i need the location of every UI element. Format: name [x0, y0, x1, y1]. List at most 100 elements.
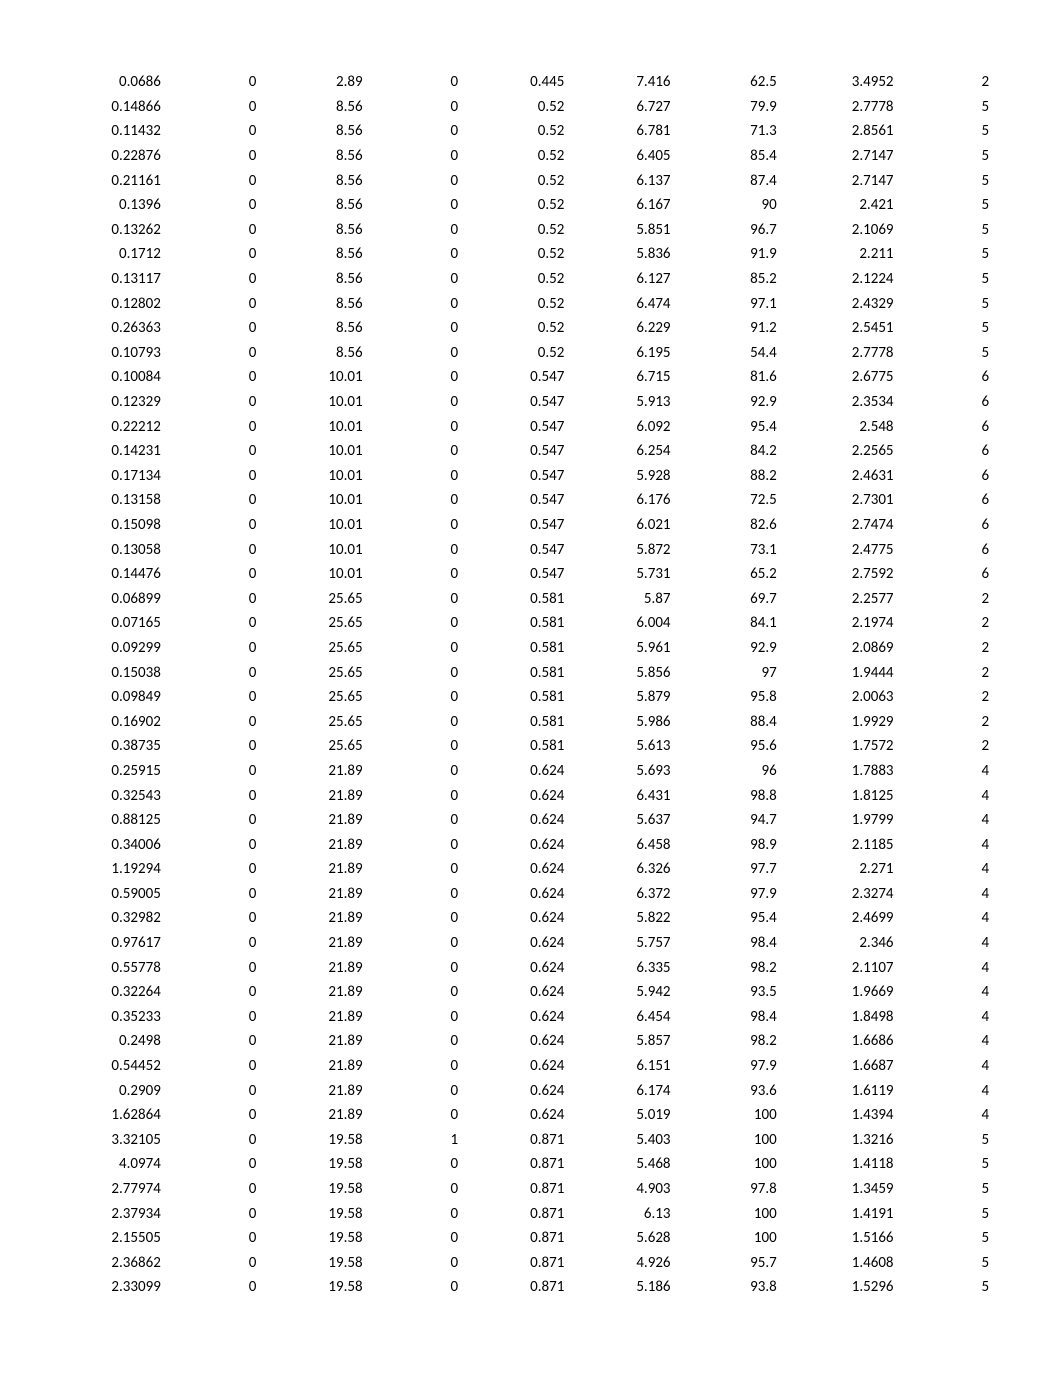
table-cell: 0.55778: [50, 955, 167, 980]
table-cell: 188: [995, 685, 1062, 710]
table-cell: 98.2: [677, 955, 783, 980]
table-cell: 0: [167, 316, 263, 341]
table-cell: 4: [900, 882, 996, 907]
table-cell: 0: [167, 980, 263, 1005]
table-cell: 0: [167, 291, 263, 316]
table-cell: 0.547: [464, 414, 570, 439]
table-cell: 92.9: [677, 636, 783, 661]
table-cell: 97.1: [677, 291, 783, 316]
table-cell: 0.871: [464, 1177, 570, 1202]
table-cell: 384: [995, 242, 1062, 267]
table-cell: 0: [167, 414, 263, 439]
table-cell: 21.89: [262, 980, 368, 1005]
table-cell: 0.871: [464, 1152, 570, 1177]
table-cell: 403: [995, 1275, 1062, 1300]
table-row: 0.2287608.5600.526.40585.42.71475384: [50, 144, 1062, 169]
table-cell: 0.14866: [50, 95, 167, 120]
table-cell: 0: [167, 119, 263, 144]
table-cell: 0: [167, 808, 263, 833]
table-cell: 2: [900, 70, 996, 95]
table-cell: 0: [369, 660, 465, 685]
table-cell: 0: [369, 218, 465, 243]
table-row: 0.2498021.8900.6245.85798.21.66864437: [50, 1029, 1062, 1054]
table-cell: 0: [369, 1103, 465, 1128]
table-cell: 0: [369, 414, 465, 439]
table-cell: 0: [369, 906, 465, 931]
table-cell: 21.89: [262, 832, 368, 857]
table-cell: 384: [995, 168, 1062, 193]
table-cell: 0: [369, 291, 465, 316]
table-cell: 8.56: [262, 218, 368, 243]
table-cell: 95.4: [677, 414, 783, 439]
table-cell: 6.326: [570, 857, 676, 882]
table-cell: 0: [369, 808, 465, 833]
table-cell: 437: [995, 931, 1062, 956]
table-cell: 0: [369, 1054, 465, 1079]
table-cell: 21.89: [262, 1054, 368, 1079]
table-cell: 2.211: [783, 242, 900, 267]
table-cell: 19.58: [262, 1275, 368, 1300]
table-cell: 432: [995, 439, 1062, 464]
table-cell: 0: [167, 759, 263, 784]
table-cell: 0.624: [464, 1005, 570, 1030]
table-cell: 0: [167, 193, 263, 218]
table-cell: 432: [995, 464, 1062, 489]
table-cell: 2: [900, 611, 996, 636]
table-cell: 0: [167, 1201, 263, 1226]
table-cell: 4: [900, 1029, 996, 1054]
table-cell: 384: [995, 119, 1062, 144]
table-cell: 0.97617: [50, 931, 167, 956]
table-cell: 6.335: [570, 955, 676, 980]
table-cell: 0: [167, 1005, 263, 1030]
table-cell: 4.926: [570, 1251, 676, 1276]
table-cell: 2: [900, 709, 996, 734]
table-cell: 100: [677, 1128, 783, 1153]
table-cell: 0.32543: [50, 783, 167, 808]
table-row: 0.1326208.5600.525.85196.72.10695384: [50, 218, 1062, 243]
table-cell: 6: [900, 464, 996, 489]
table-cell: 5: [900, 1201, 996, 1226]
table-cell: 8.56: [262, 168, 368, 193]
table-cell: 96.7: [677, 218, 783, 243]
table-row: 0.17134010.0100.5475.92888.22.46316432: [50, 464, 1062, 489]
table-cell: 0: [167, 882, 263, 907]
table-row: 2.77974019.5800.8714.90397.81.34595403: [50, 1177, 1062, 1202]
table-cell: 0.13058: [50, 537, 167, 562]
table-cell: 0.547: [464, 365, 570, 390]
table-cell: 10.01: [262, 537, 368, 562]
table-cell: 21.89: [262, 955, 368, 980]
table-cell: 0.52: [464, 119, 570, 144]
table-cell: 0.14476: [50, 562, 167, 587]
table-cell: 0: [369, 316, 465, 341]
table-cell: 0: [369, 1078, 465, 1103]
table-cell: 97.7: [677, 857, 783, 882]
table-cell: 6.137: [570, 168, 676, 193]
table-cell: 6: [900, 562, 996, 587]
table-cell: 5.856: [570, 660, 676, 685]
table-cell: 0.624: [464, 980, 570, 1005]
table-cell: 25.65: [262, 611, 368, 636]
table-row: 0.14476010.0100.5475.73165.22.75926432: [50, 562, 1062, 587]
table-cell: 0.32982: [50, 906, 167, 931]
table-cell: 0: [369, 95, 465, 120]
table-cell: 21.89: [262, 1005, 368, 1030]
table-cell: 432: [995, 562, 1062, 587]
table-cell: 1.6686: [783, 1029, 900, 1054]
table-row: 0.1280208.5600.526.47497.12.43295384: [50, 291, 1062, 316]
table-row: 0.1311708.5600.526.12785.22.12245384: [50, 267, 1062, 292]
table-cell: 5.637: [570, 808, 676, 833]
table-cell: 432: [995, 390, 1062, 415]
table-cell: 0: [167, 168, 263, 193]
table-cell: 98.4: [677, 1005, 783, 1030]
table-cell: 403: [995, 1226, 1062, 1251]
table-cell: 19.58: [262, 1201, 368, 1226]
table-cell: 87.4: [677, 168, 783, 193]
table-cell: 5.613: [570, 734, 676, 759]
table-cell: 0.624: [464, 931, 570, 956]
table-cell: 0: [369, 955, 465, 980]
table-cell: 10.01: [262, 562, 368, 587]
table-cell: 6: [900, 537, 996, 562]
table-cell: 384: [995, 218, 1062, 243]
table-row: 0.34006021.8900.6246.45898.92.11854437: [50, 832, 1062, 857]
table-cell: 0.07165: [50, 611, 167, 636]
